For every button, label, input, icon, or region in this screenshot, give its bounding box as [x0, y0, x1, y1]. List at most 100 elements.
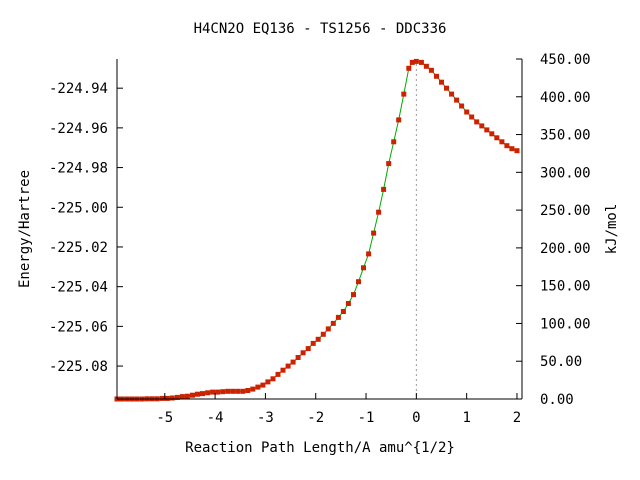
data-point [159, 395, 165, 401]
y2-tick-label: 400.00 [540, 90, 591, 106]
data-point [464, 109, 470, 115]
data-point [315, 336, 321, 342]
y2-tick-label: 300.00 [540, 165, 591, 181]
data-point [164, 395, 170, 401]
data-point [235, 388, 241, 394]
y2-axis-label: kJ/mol [604, 204, 620, 255]
x-tick-label: 1 [462, 410, 470, 426]
y2-tick-label: 250.00 [540, 203, 591, 219]
y-tick-label: -224.94 [49, 81, 108, 97]
data-point [335, 314, 341, 320]
data-point [265, 379, 271, 385]
data-point [255, 384, 261, 390]
data-point [210, 389, 216, 395]
y2-tick-label: 50.00 [540, 354, 582, 370]
y-tick-label: -225.02 [49, 240, 108, 256]
y2-tick-label: 0.00 [540, 392, 574, 408]
y-tick-label: -225.08 [49, 359, 108, 375]
y2-tick-label: 100.00 [540, 316, 591, 332]
data-point [406, 65, 412, 71]
data-point [401, 91, 407, 97]
data-point [230, 388, 236, 394]
y-tick-label: -225.06 [49, 319, 108, 335]
data-point [225, 388, 231, 394]
data-point [423, 63, 429, 69]
y2-tick-label: 450.00 [540, 52, 591, 68]
data-point [245, 388, 251, 393]
x-tick-label: -4 [207, 410, 224, 426]
data-point [489, 131, 495, 137]
data-point [514, 148, 520, 154]
data-point [330, 320, 336, 326]
data-point [280, 367, 286, 373]
data-point [449, 91, 455, 97]
y2-tick-label: 200.00 [540, 241, 591, 257]
y2-tick-label: 350.00 [540, 128, 591, 144]
data-point [345, 301, 351, 306]
data-point [169, 395, 175, 401]
data-point [459, 103, 465, 109]
y-tick-label: -224.98 [49, 161, 108, 177]
data-point [418, 59, 424, 65]
data-point [174, 394, 180, 400]
data-point [469, 114, 475, 120]
data-point [494, 135, 500, 141]
data-point [270, 376, 276, 382]
data-point [179, 394, 185, 400]
x-tick-label: 0 [412, 410, 420, 426]
data-point [361, 265, 366, 271]
y-tick-label: -225.04 [49, 280, 108, 296]
data-point [195, 391, 200, 397]
data-point [428, 67, 434, 73]
data-point [190, 392, 195, 398]
data-point [300, 350, 306, 356]
y-tick-label: -224.96 [49, 121, 108, 137]
chart-title: H4CN2O EQ136 - TS1256 - DDC336 [194, 21, 447, 37]
data-point [356, 279, 361, 285]
y2-tick-label: 150.00 [540, 279, 591, 295]
data-point [240, 388, 246, 394]
x-tick-label: -1 [358, 410, 375, 426]
data-point [509, 146, 515, 152]
data-point [376, 209, 382, 215]
data-point [351, 292, 356, 298]
data-point [381, 186, 387, 192]
data-point [391, 139, 397, 145]
data-point [444, 85, 449, 91]
x-tick-label: -2 [307, 410, 324, 426]
x-axis-label: Reaction Path Length/A amu^{1/2} [185, 440, 455, 456]
data-point [484, 127, 490, 133]
data-point [290, 359, 296, 365]
x-tick-label: 2 [513, 410, 521, 426]
data-point [413, 58, 419, 64]
data-point [310, 340, 316, 346]
data-point [295, 355, 301, 360]
data-point [285, 363, 291, 369]
data-point [275, 371, 281, 377]
data-point [340, 309, 346, 314]
x-tick-label: -5 [156, 410, 173, 426]
y-tick-label: -225.00 [49, 200, 108, 216]
axes: -5 -4 -3 -2 -1 0 1 2 -224.94 -224.96 -224.98 -225.0… [49, 52, 591, 426]
data-point [474, 119, 480, 125]
data-point [184, 393, 190, 399]
data-point [205, 390, 211, 396]
data-point [250, 386, 256, 392]
data-point [454, 97, 460, 103]
data-point [320, 331, 326, 337]
data-point [260, 382, 266, 388]
data-point [499, 139, 505, 145]
y-axis-label: Energy/Hartree [17, 170, 33, 288]
data-point [434, 73, 439, 79]
data-point [220, 389, 226, 395]
data-point [386, 161, 392, 167]
data-point [479, 123, 485, 129]
data-point [366, 251, 372, 257]
data-point [215, 389, 221, 395]
data-point [409, 59, 415, 65]
plot-area [114, 58, 520, 402]
data-point [305, 346, 311, 352]
data-point [504, 143, 510, 149]
series-line [117, 60, 518, 400]
